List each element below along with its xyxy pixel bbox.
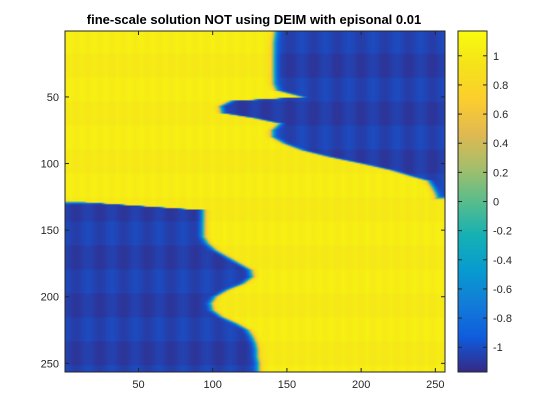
y-tick-label: 250 [41,358,59,370]
y-tick-label: 100 [41,159,59,171]
x-axis: 50 100 150 200 250 [132,31,445,391]
x-tick-label: 150 [278,379,296,391]
colorbar-tick-label: -1 [493,342,503,354]
x-tick-label: 50 [132,379,144,391]
x-tick-label: 200 [352,379,370,391]
plot-frame [64,30,446,373]
y-tick-label: 50 [47,92,59,104]
x-tick-label: 250 [426,379,444,391]
colorbar-tick-label: -0.8 [493,313,512,325]
colorbar-tick-label: 0.4 [493,138,508,150]
plot-area: 50 100 150 200 250 50 100 150 200 250 [41,30,446,391]
colorbar-tick-label: 1 [493,51,499,63]
colorbar-tick-label: 0 [493,197,499,209]
y-axis: 50 100 150 200 250 [41,92,445,370]
colorbar-tick-label: -0.2 [493,226,512,238]
colorbar: 1 0.8 0.6 0.4 0.2 0 -0.2 -0.4 -0.6 -0.8 -1 [457,30,512,373]
colorbar-image [458,31,487,372]
heatmap-image [65,31,445,372]
colorbar-tick-label: 0.2 [493,167,508,179]
colorbar-axis: 1 0.8 0.6 0.4 0.2 0 -0.2 -0.4 -0.6 -0.8 -1 [458,51,512,354]
y-tick-label: 200 [41,292,59,304]
colorbar-tick-label: 0.8 [493,80,508,92]
x-tick-label: 100 [204,379,222,391]
colorbar-tick-label: -0.4 [493,255,512,267]
y-tick-label: 150 [41,225,59,237]
colorbar-tick-label: 0.6 [493,109,508,121]
chart-title: fine-scale solution NOT using DEIM with … [87,12,421,27]
colorbar-tick-label: -0.6 [493,284,512,296]
